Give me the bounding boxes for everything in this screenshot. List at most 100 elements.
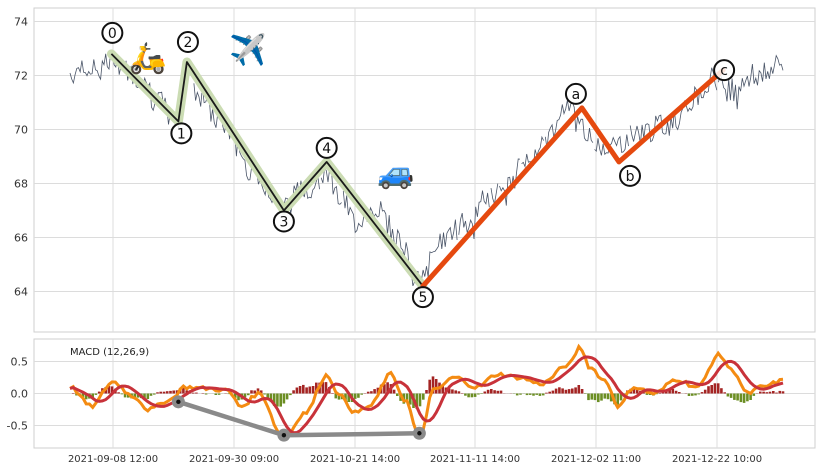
- macd-histogram-bar: [95, 394, 98, 395]
- macd-histogram-bar: [497, 391, 500, 394]
- scooter-emoji: 🛵: [129, 41, 166, 76]
- x-tick-label: 2021-09-08 12:00: [68, 454, 158, 465]
- wave-label-text: 0: [108, 26, 117, 42]
- macd-histogram-bar: [740, 394, 743, 403]
- divergence-point-center: [282, 433, 286, 437]
- macd-histogram-bar: [591, 394, 594, 400]
- x-tick-label: 2021-11-11 14:00: [430, 454, 520, 465]
- macd-histogram-bar: [561, 388, 564, 393]
- macd-histogram-bar: [302, 385, 305, 394]
- macd-histogram-bar: [454, 390, 457, 393]
- macd-histogram-bar: [552, 391, 555, 394]
- macd-histogram-bar: [555, 389, 558, 394]
- macd-histogram-bar: [72, 393, 75, 394]
- macd-histogram-bar: [419, 394, 422, 407]
- macd-histogram-bar: [659, 393, 662, 394]
- macd-histogram-bar: [782, 391, 785, 393]
- macd-histogram-bar: [704, 390, 707, 394]
- macd-histogram-bar: [487, 390, 490, 394]
- wave-label-3: 3: [274, 212, 294, 232]
- wave-label-0: 0: [102, 23, 122, 43]
- macd-histogram-bar: [263, 394, 266, 395]
- macd-title: MACD (12,26,9): [70, 347, 149, 358]
- macd-histogram-bar: [250, 390, 253, 393]
- macd-histogram-bar: [584, 394, 587, 395]
- wave-label-4: 4: [317, 138, 337, 158]
- macd-histogram-bar: [292, 390, 295, 393]
- wave-label-text: 4: [322, 141, 331, 157]
- macd-histogram-bar: [150, 394, 153, 396]
- macd-histogram-bar: [367, 392, 370, 394]
- macd-histogram-bar: [772, 391, 775, 394]
- macd-histogram-bar: [422, 394, 425, 400]
- macd-histogram-bar: [688, 394, 691, 397]
- macd-histogram-bar: [117, 392, 120, 393]
- macd-histogram-bar: [720, 388, 723, 393]
- macd-histogram-bar: [694, 394, 697, 396]
- wave-label-text: 1: [177, 126, 186, 142]
- price-y-tick-label: 68: [14, 178, 28, 191]
- macd-histogram-bar: [532, 394, 535, 396]
- x-tick-label: 2021-09-30 09:00: [189, 454, 279, 465]
- macd-histogram-bar: [542, 394, 545, 396]
- macd-histogram-bar: [568, 389, 571, 393]
- divergence-point-center: [176, 400, 180, 404]
- macd-histogram-bar: [373, 389, 376, 393]
- macd-histogram-bar: [548, 392, 551, 394]
- macd-histogram-bar: [354, 394, 357, 399]
- macd-histogram-bar: [195, 393, 198, 394]
- macd-histogram-bar: [451, 389, 454, 393]
- macd-histogram-bar: [581, 389, 584, 394]
- macd-histogram-bar: [357, 394, 360, 398]
- price-y-tick-label: 70: [14, 124, 28, 137]
- macd-histogram-bar: [519, 394, 522, 395]
- macd-histogram-bar: [607, 394, 610, 400]
- macd-histogram-bar: [331, 393, 334, 394]
- macd-histogram-bar: [247, 394, 250, 396]
- macd-histogram-bar: [393, 390, 396, 394]
- divergence-point-center: [417, 431, 421, 435]
- macd-histogram-bar: [490, 389, 493, 394]
- wave-label-text: 5: [418, 290, 427, 306]
- price-y-tick-label: 66: [14, 232, 28, 245]
- macd-histogram-bar: [464, 394, 467, 396]
- macd-y-tick-label: 0.5: [11, 355, 29, 368]
- macd-histogram-bar: [467, 394, 470, 398]
- macd-y-tick-label: -0.5: [7, 420, 28, 433]
- macd-histogram-bar: [545, 393, 548, 394]
- macd-histogram-bar: [474, 394, 477, 397]
- macd-y-tick-label: 0.0: [11, 388, 29, 401]
- macd-histogram-bar: [471, 394, 474, 398]
- wave-label-text: 2: [183, 35, 192, 51]
- wave-label-1: 1: [171, 123, 191, 143]
- wave-label-text: b: [626, 169, 635, 185]
- macd-histogram-bar: [396, 394, 399, 397]
- macd-histogram-bar: [192, 393, 195, 394]
- macd-histogram-bar: [574, 387, 577, 393]
- wave-label-5: 5: [413, 287, 433, 307]
- macd-histogram-bar: [733, 394, 736, 400]
- macd-histogram-bar: [425, 390, 428, 394]
- macd-histogram-bar: [762, 392, 765, 394]
- macd-histogram-bar: [218, 394, 221, 395]
- macd-histogram-bar: [697, 394, 700, 395]
- macd-histogram-bar: [296, 388, 299, 394]
- macd-histogram-bar: [746, 394, 749, 402]
- macd-histogram-bar: [253, 391, 256, 394]
- macd-histogram-bar: [691, 394, 694, 396]
- macd-histogram-bar: [493, 390, 496, 393]
- macd-histogram-bar: [678, 392, 681, 394]
- macd-histogram-bar: [299, 386, 302, 394]
- macd-histogram-bar: [156, 392, 159, 393]
- macd-histogram-bar: [604, 394, 607, 399]
- macd-histogram-bar: [283, 394, 286, 404]
- wave-label-text: a: [572, 87, 581, 103]
- macd-histogram-bar: [753, 394, 756, 396]
- wave-label-a: a: [566, 84, 586, 104]
- car-emoji: 🚙: [377, 156, 414, 191]
- macd-histogram-bar: [730, 394, 733, 398]
- macd-histogram-bar: [775, 393, 778, 394]
- macd-histogram-bar: [600, 394, 603, 401]
- macd-histogram-bar: [215, 394, 218, 396]
